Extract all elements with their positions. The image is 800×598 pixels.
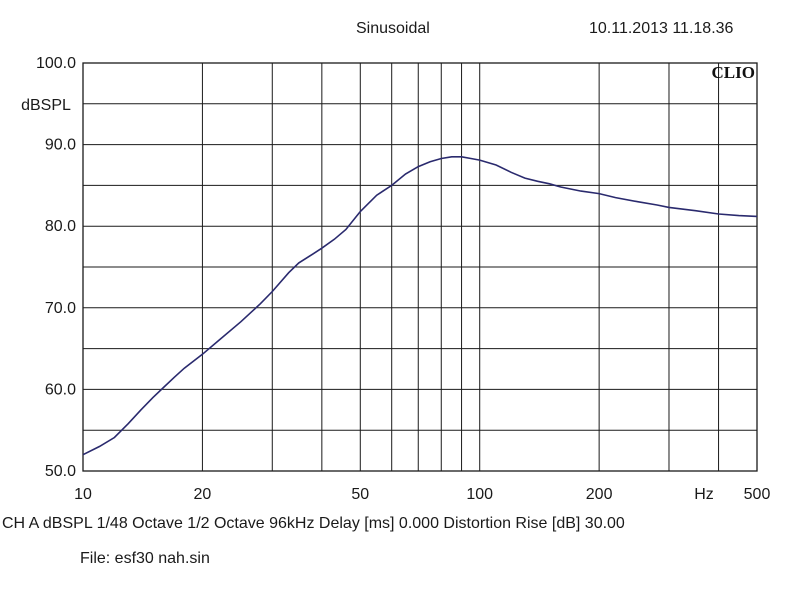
y-tick-label: 80.0 [45,218,76,235]
x-tick-label: 10 [74,486,92,503]
y-tick-label: 50.0 [45,463,76,480]
plot-grid [82,62,758,472]
file-name: File: esf30 nah.sin [80,550,210,567]
y-tick-label: 60.0 [45,381,76,398]
x-tick-label: 100 [466,486,493,503]
y-tick-label: 100.0 [36,55,76,72]
measurement-datetime: 10.11.2013 11.18.36 [589,20,734,37]
x-tick-label: 200 [586,486,613,503]
clio-logo: CLIO [712,63,755,82]
y-tick-labels: 100.0 90.0 80.0 70.0 60.0 50.0 [36,55,76,480]
x-tick-labels: 10 20 50 100 200 500 [74,486,770,503]
chart-title: Sinusoidal [356,20,430,37]
y-tick-label: 90.0 [45,137,76,154]
y-tick-label: 70.0 [45,300,76,317]
series-line [82,156,758,456]
plot-frame [82,62,758,472]
x-tick-label: 500 [744,486,771,503]
x-tick-label: 20 [194,486,212,503]
y-axis-label: dBSPL [21,97,71,114]
x-tick-label: 50 [351,486,369,503]
x-axis-label: Hz [694,486,714,503]
measurement-settings: CH A dBSPL 1/48 Octave 1/2 Octave 96kHz … [2,515,625,532]
